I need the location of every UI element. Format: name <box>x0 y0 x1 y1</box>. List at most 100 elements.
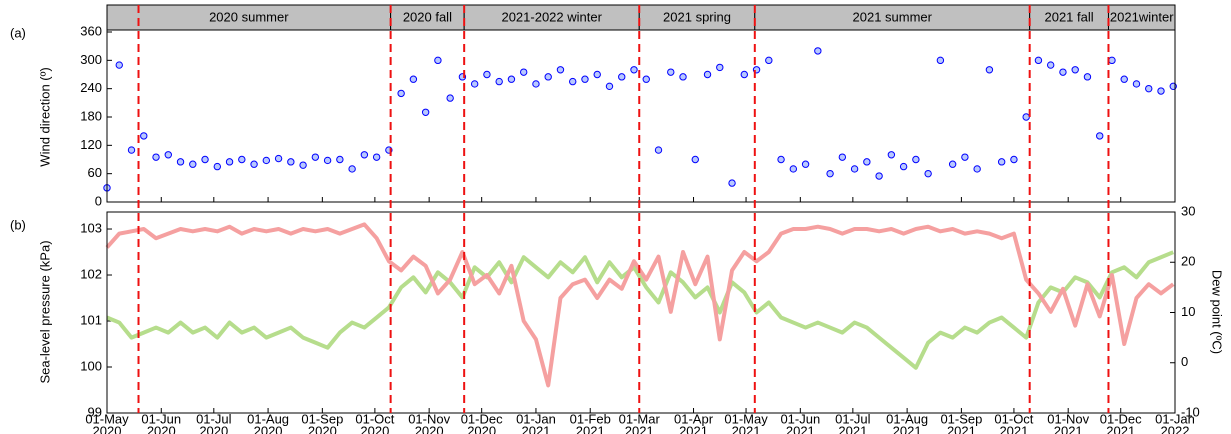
y-tick-label: 0 <box>95 193 102 208</box>
season-label: 2021 spring <box>663 9 731 24</box>
y-tick-label: 100 <box>80 358 102 373</box>
x-tick-label: 2021 <box>999 423 1028 434</box>
season-label: 2021 summer <box>853 9 933 24</box>
y-tick-label: 102 <box>80 266 102 281</box>
x-tick-label: 2020 <box>467 423 496 434</box>
x-tick-label: 01-Feb <box>570 411 611 426</box>
point <box>985 66 994 74</box>
x-tick-label: 01-Oct <box>994 411 1033 426</box>
x-tick-label: 01-Nov <box>1047 411 1089 426</box>
point <box>360 151 369 159</box>
point <box>642 75 650 83</box>
y-tick-label: 60 <box>88 165 102 180</box>
point <box>1022 113 1030 121</box>
y2-tick-label: 20 <box>1181 254 1195 269</box>
plot-frame <box>106 211 1176 414</box>
point <box>225 158 234 166</box>
point <box>372 153 381 161</box>
y-tick-label: 120 <box>80 137 102 152</box>
point <box>875 172 883 180</box>
point <box>593 70 601 79</box>
season-band <box>754 4 1031 31</box>
y-axis-title: Sea-level pressure (kPa) <box>37 240 52 383</box>
point <box>936 56 945 65</box>
x-tick-label: 01-Oct <box>355 411 394 426</box>
x-tick-label: 2020 <box>308 423 337 434</box>
x-tick-label: 01-Apr <box>674 411 714 426</box>
point <box>409 75 418 83</box>
point <box>152 153 160 161</box>
season-label: 2021-2022 winter <box>501 9 602 24</box>
x-tick-label: 2020 <box>147 423 176 434</box>
point <box>581 75 589 83</box>
panel-label: (a) <box>10 25 26 40</box>
point <box>679 73 687 81</box>
season-band <box>1107 4 1176 31</box>
point <box>1046 61 1055 69</box>
x-tick-label: 01-Dec <box>1100 411 1142 426</box>
point <box>789 165 798 173</box>
point <box>912 155 920 164</box>
point <box>948 160 957 168</box>
x-tick-label: 2021 <box>947 423 976 434</box>
x-tick-label: 2020 <box>199 423 228 434</box>
x-tick-label: 01-Mar <box>619 411 661 426</box>
point <box>826 169 834 178</box>
point <box>728 179 736 187</box>
season-label: 2020 fall <box>403 9 452 24</box>
point <box>115 61 123 69</box>
x-tick-label: 2021 <box>838 423 867 434</box>
point <box>421 108 430 116</box>
point <box>483 70 491 79</box>
x-tick-label: 2021 <box>1054 423 1083 434</box>
line-series <box>106 250 1175 370</box>
point <box>814 47 822 55</box>
x-tick-label: 01-Jun <box>780 411 820 426</box>
point <box>470 80 479 88</box>
point <box>691 155 699 164</box>
point <box>507 75 516 83</box>
x-tick-label: 01-Aug <box>886 411 928 426</box>
x-tick-label: 2022 <box>1161 423 1190 434</box>
point <box>801 160 810 168</box>
point <box>323 156 332 165</box>
point <box>654 146 663 154</box>
x-tick-label: 01-Dec <box>461 411 503 426</box>
point <box>176 158 185 166</box>
point <box>1145 84 1153 93</box>
point <box>1059 68 1067 76</box>
point <box>1071 66 1079 74</box>
point <box>1157 87 1165 95</box>
season-band <box>106 4 392 31</box>
x-tick-label: 01-Jan <box>516 411 556 426</box>
point <box>1010 155 1018 164</box>
x-tick-label: 2021 <box>679 423 708 434</box>
point <box>863 158 871 166</box>
point <box>532 80 540 88</box>
point <box>519 68 528 76</box>
point <box>250 160 258 168</box>
season-band <box>1029 4 1109 31</box>
panel-label: (b) <box>10 217 26 232</box>
x-tick-label: 01-Jun <box>141 411 181 426</box>
point <box>569 77 577 86</box>
point <box>127 146 136 154</box>
point <box>850 165 859 173</box>
point <box>887 151 896 159</box>
x-tick-label: 2021 <box>1106 423 1135 434</box>
point <box>667 68 675 76</box>
season-label: 2021winter <box>1110 9 1174 24</box>
point <box>1083 73 1092 81</box>
x-tick-label: 2021 <box>521 423 550 434</box>
point <box>446 94 454 102</box>
point <box>716 63 724 72</box>
point <box>434 56 442 65</box>
x-tick-label: 2020 <box>360 423 389 434</box>
y2-tick-label: 0 <box>1181 354 1188 369</box>
point <box>311 153 320 161</box>
point <box>336 155 344 164</box>
x-tick-label: 2021 <box>732 423 761 434</box>
x-tick-label: 01-Aug <box>247 411 289 426</box>
point <box>1132 80 1141 88</box>
point <box>287 158 295 166</box>
